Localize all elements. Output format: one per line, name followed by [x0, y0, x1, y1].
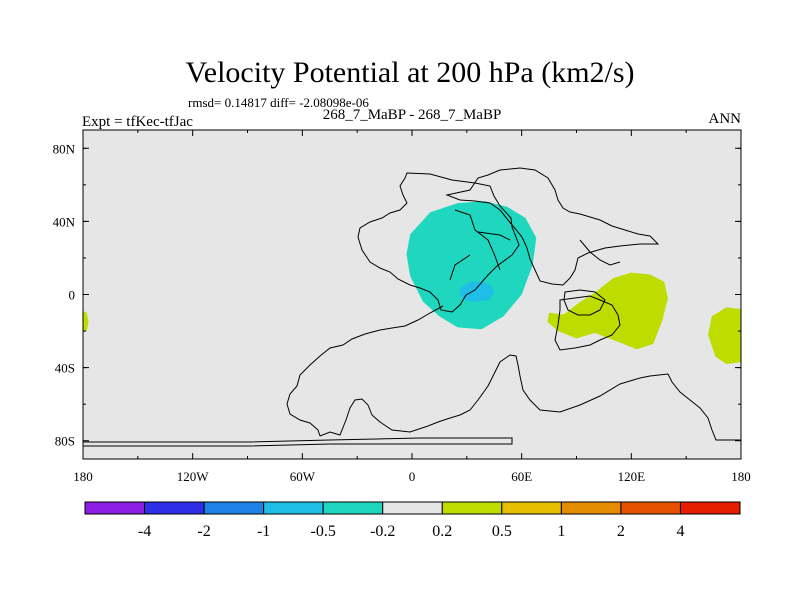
experiment-label: Expt = tfKec-tfJac [82, 114, 193, 130]
coastline-interior-lines [449, 209, 621, 281]
axis-tick-labels: 180 120W 60W 0 60E 120E 180 80N 40N 0 40S 80S [53, 141, 751, 484]
colorbar-label-2: -1 [257, 523, 270, 540]
y-tick-label-4: 80S [55, 434, 75, 449]
colorbar-swatch-3 [263, 501, 324, 515]
colorbar-swatch-2 [203, 501, 265, 515]
colorbar-label-5: 0.2 [432, 523, 452, 540]
colorbar-swatch-7 [501, 501, 562, 515]
colorbar-label-9: 4 [676, 523, 684, 540]
x-tick-label-1: 120W [177, 469, 210, 484]
contour-region-0 [406, 201, 537, 330]
chart-title: Velocity Potential at 200 hPa (km2/s) [185, 56, 634, 89]
contour-region-2 [547, 272, 668, 350]
colorbar-label-1: -2 [197, 523, 210, 540]
colorbar-label-7: 1 [557, 523, 565, 540]
coastline-southern-continent [319, 354, 741, 441]
axis-ticks [82, 130, 742, 459]
colorbar-swatch-4 [322, 501, 384, 515]
colorbar-swatch-8 [560, 501, 622, 515]
subtitle-label: 268_7_MaBP - 268_7_MaBP [323, 107, 502, 123]
y-tick-label-1: 40N [53, 214, 76, 229]
colorbar-swatch-6 [441, 501, 503, 515]
colorbar-label-4: -0.2 [370, 523, 395, 540]
y-tick-label-3: 40S [55, 361, 75, 376]
coastline-maritime-islands [554, 295, 621, 351]
colorbar-swatch-9 [620, 501, 681, 515]
x-tick-label-3: 0 [409, 469, 416, 484]
coastline-americas-eurasia [357, 172, 520, 313]
contour-region-4 [83, 311, 89, 332]
x-tick-label-2: 60W [290, 469, 316, 484]
coastline-outlines [83, 167, 741, 447]
contour-regions [83, 201, 741, 364]
x-tick-label-6: 180 [731, 469, 751, 484]
colorbar-label-6: 0.5 [492, 523, 512, 540]
colorbar-swatch-5 [382, 501, 443, 515]
stats-label: rmsd= 0.14817 diff= -2.08098e-06 [188, 95, 369, 110]
colorbar-swatch-1 [144, 501, 205, 515]
colorbar-label-8: 2 [617, 523, 625, 540]
colorbar-label-0: -4 [138, 523, 151, 540]
colorbar-label-3: -0.5 [311, 523, 336, 540]
coastline-antarctic-edge [83, 437, 513, 447]
coastline-maritime-inner [563, 289, 606, 316]
contour-region-3 [708, 307, 741, 364]
coastline-africa-south-america [286, 305, 444, 437]
colorbar-swatch-10 [679, 501, 741, 515]
colorbar [84, 501, 741, 515]
contour-region-1 [459, 281, 495, 302]
y-tick-label-0: 80N [53, 141, 76, 156]
x-tick-label-5: 120E [618, 469, 646, 484]
colorbar-swatch-0 [84, 501, 146, 515]
coastline-northern-landmass [445, 167, 660, 286]
y-tick-label-2: 0 [69, 288, 76, 303]
x-tick-label-0: 180 [73, 469, 93, 484]
x-tick-label-4: 60E [511, 469, 532, 484]
season-label: ANN [709, 111, 742, 127]
colorbar-labels: -4 -2 -1 -0.5 -0.2 0.2 0.5 1 2 4 [138, 523, 685, 540]
